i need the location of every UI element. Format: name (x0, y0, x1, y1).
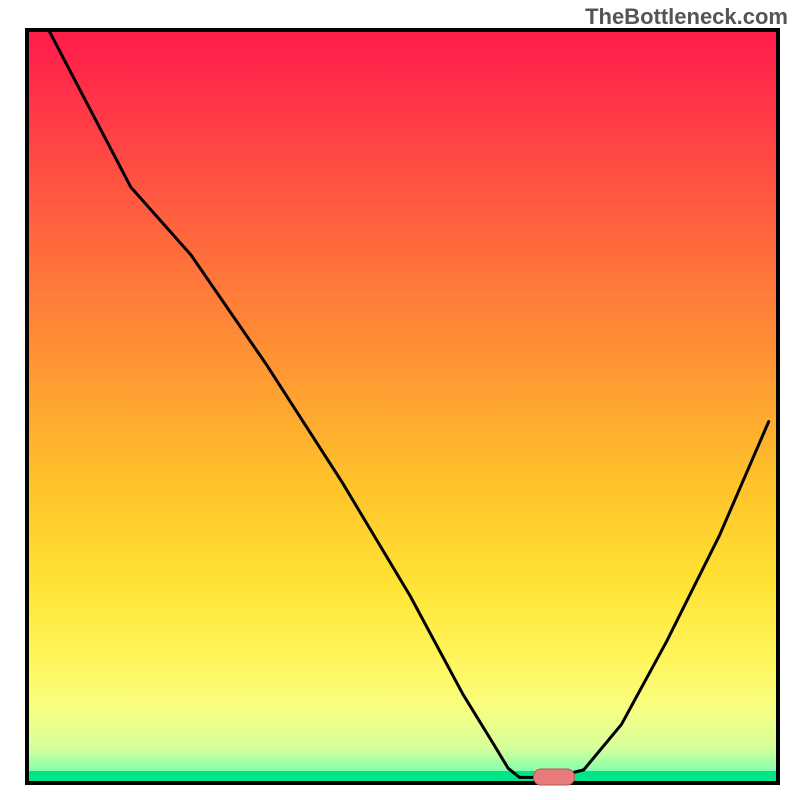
curve-svg (25, 28, 780, 785)
plot-area (25, 28, 780, 785)
curve-path (48, 28, 769, 777)
chart-container: TheBottleneck.com (0, 0, 800, 800)
minimum-marker (533, 769, 575, 786)
watermark-text: TheBottleneck.com (585, 4, 788, 30)
